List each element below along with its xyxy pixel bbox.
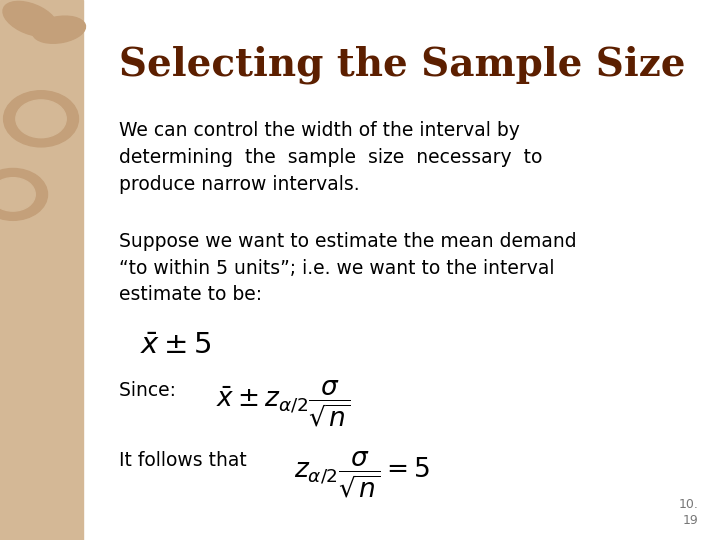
Text: Since:: Since: — [119, 381, 181, 400]
Text: $z_{\alpha/2}\dfrac{\sigma}{\sqrt{n}} = 5$: $z_{\alpha/2}\dfrac{\sigma}{\sqrt{n}} = … — [294, 449, 430, 500]
Text: Selecting the Sample Size: Selecting the Sample Size — [119, 46, 685, 84]
Text: $\bar{x} \pm z_{\alpha/2}\dfrac{\sigma}{\sqrt{n}}$: $\bar{x} \pm z_{\alpha/2}\dfrac{\sigma}{… — [216, 378, 351, 429]
Text: It follows that: It follows that — [119, 451, 246, 470]
Text: $\bar{x} \pm 5$: $\bar{x} \pm 5$ — [140, 332, 212, 360]
Text: 10.
19: 10. 19 — [678, 498, 698, 526]
Text: We can control the width of the interval by
determining  the  sample  size  nece: We can control the width of the interval… — [119, 122, 542, 193]
Text: Suppose we want to estimate the mean demand
“to within 5 units”; i.e. we want to: Suppose we want to estimate the mean dem… — [119, 232, 577, 304]
